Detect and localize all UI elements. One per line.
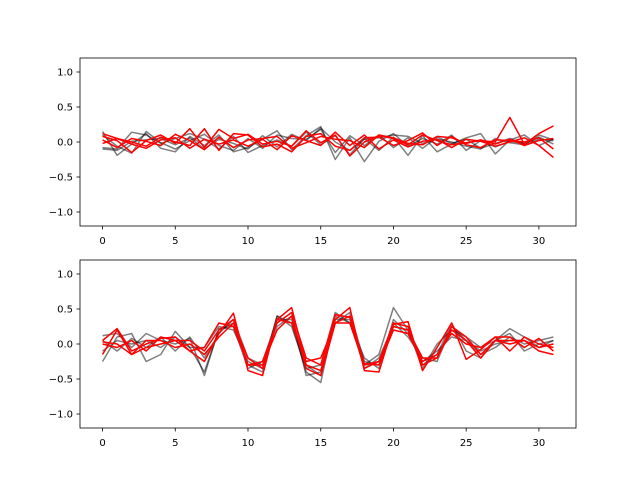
series-line-8: [102, 133, 554, 151]
y-tick-label: −1.0: [49, 410, 73, 421]
x-tick-label: 5: [172, 236, 178, 247]
x-tick-label: 20: [387, 236, 400, 247]
subplot-1: 0 5 10 15 20 25 30 −1.0 −0.5 0.0 0.5 1.0: [49, 57, 577, 247]
x-tick-label: 25: [460, 438, 473, 449]
series-line-8: [102, 318, 554, 370]
y-tick-label: 0.5: [57, 103, 73, 114]
y-tick-label: 1.0: [57, 68, 73, 79]
y-tick-label: −0.5: [49, 173, 73, 184]
x-tick-label: 30: [533, 236, 546, 247]
y-tick-label: −0.5: [49, 375, 73, 386]
x-tick-label: 0: [99, 438, 105, 449]
x-tick-label: 15: [314, 236, 327, 247]
x-tick-label: 10: [242, 236, 255, 247]
x-tick-label: 30: [533, 438, 546, 449]
x-tick-label: 0: [99, 236, 105, 247]
series-line-4: [102, 127, 554, 152]
subplot-2: 0 5 10 15 20 25 30 −1.0 −0.5 0.0 0.5 1.0: [49, 259, 577, 449]
y-tick-label: −1.0: [49, 208, 73, 219]
y-tick-label: 0.5: [57, 305, 73, 316]
x-tick-label: 10: [242, 438, 255, 449]
x-tick-label: 20: [387, 438, 400, 449]
x-tick-label: 15: [314, 438, 327, 449]
series-line-6: [102, 127, 554, 153]
y-tick-label: 0.0: [57, 340, 73, 351]
series-line-7: [102, 315, 554, 377]
x-tick-label: 25: [460, 236, 473, 247]
y-tick-label: 0.0: [57, 138, 73, 149]
x-tick-label: 5: [172, 438, 178, 449]
series-line-1: [101, 125, 554, 163]
y-tick-label: 1.0: [57, 270, 73, 281]
